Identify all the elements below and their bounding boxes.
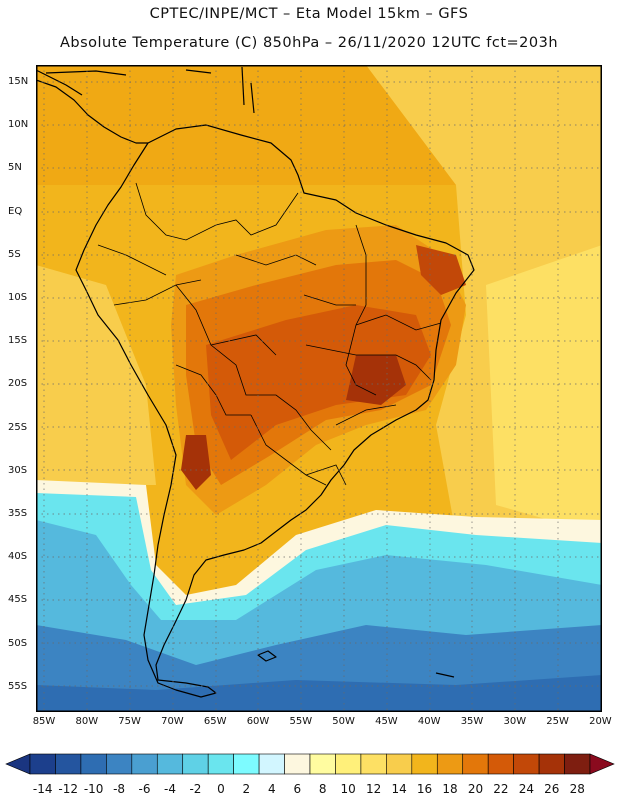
lat-label: 15S xyxy=(8,335,28,347)
colorbar-label: 22 xyxy=(493,782,509,796)
colorbar-swatch xyxy=(309,753,336,775)
colorbar-swatch xyxy=(462,753,489,775)
map-frame xyxy=(36,65,602,712)
colorbar-label: 6 xyxy=(293,782,302,796)
colorbar-label: 14 xyxy=(391,782,407,796)
lon-label: 75W xyxy=(118,716,141,727)
colorbar-label: -10 xyxy=(83,782,104,796)
colorbar-swatch xyxy=(513,753,540,775)
field-pacific xyxy=(36,265,156,485)
colorbar-over-arrow xyxy=(589,753,615,775)
colorbar-swatch xyxy=(156,753,184,775)
lon-label: 45W xyxy=(375,716,398,727)
colorbar-swatch xyxy=(335,753,362,775)
colorbar-label: -8 xyxy=(113,782,126,796)
lon-label: 60W xyxy=(246,716,270,727)
field-land-max-2 xyxy=(181,435,211,490)
lon-label: 30W xyxy=(503,716,527,727)
lat-label: 20S xyxy=(8,378,28,390)
colorbar-swatch xyxy=(436,753,464,775)
lon-label: 70W xyxy=(161,716,184,727)
field-land-max-3 xyxy=(416,245,466,295)
colorbar-label: 4 xyxy=(267,782,276,796)
lon-label: 85W xyxy=(32,716,56,727)
lon-label: 50W xyxy=(332,716,355,727)
lon-label: 80W xyxy=(75,716,99,727)
colorbar xyxy=(5,753,615,775)
field-atlantic-light xyxy=(486,245,602,535)
colorbar-label: 20 xyxy=(467,782,484,796)
field-land-max-1 xyxy=(346,355,406,405)
colorbar-label: 16 xyxy=(416,782,433,796)
lat-label: 55S xyxy=(8,680,28,692)
lat-label: 50S xyxy=(8,637,28,649)
lon-label: 55W xyxy=(289,716,313,727)
colorbar-swatch xyxy=(29,753,56,775)
map-title: CPTEC/INPE/MCT – Eta Model 15km – GFS xyxy=(149,6,469,22)
colorbar-label: -12 xyxy=(58,782,78,796)
colorbar-label: -4 xyxy=(164,782,176,796)
colorbar-label: 18 xyxy=(442,782,458,796)
colorbar-label: -14 xyxy=(32,782,53,796)
lat-label: 40S xyxy=(8,551,28,563)
colorbar-swatch xyxy=(284,753,311,775)
colorbar-swatch xyxy=(360,753,387,775)
lat-label: 10N xyxy=(8,119,29,131)
colorbar-label: -6 xyxy=(138,782,151,796)
colorbar-swatch xyxy=(538,753,565,775)
lat-label: 45S xyxy=(8,594,28,606)
lat-label: 15N xyxy=(8,76,29,87)
lat-label: 25S xyxy=(8,421,28,433)
field-land-hotter xyxy=(206,305,431,460)
lat-label: 10S xyxy=(8,292,28,303)
lon-label: 65W xyxy=(203,716,227,727)
colorbar-swatch xyxy=(55,753,82,775)
colorbar-label: 0 xyxy=(217,782,225,796)
lat-label: EQ xyxy=(8,205,23,217)
colorbar-swatch xyxy=(386,753,413,775)
colorbar-swatch xyxy=(564,753,591,775)
lon-label: 35W xyxy=(460,716,484,727)
colorbar-label: -2 xyxy=(189,782,202,796)
field-cold-4 xyxy=(36,675,602,712)
colorbar-under-arrow xyxy=(5,753,31,775)
lon-label: 20W xyxy=(589,716,612,727)
colorbar-label: 24 xyxy=(518,782,534,796)
colorbar-swatch xyxy=(207,753,234,775)
lat-label: 35S xyxy=(8,508,28,519)
colorbar-swatch xyxy=(258,753,285,775)
colorbar-swatch xyxy=(131,753,158,775)
colorbar-label: 12 xyxy=(365,782,382,796)
map-panel xyxy=(36,65,602,712)
coastlines xyxy=(36,66,475,698)
lon-label: 25W xyxy=(546,716,569,727)
map-subtitle: Absolute Temperature (C) 850hPa – 26/11/… xyxy=(59,35,559,51)
colorbar-label: 2 xyxy=(242,782,251,796)
colorbar-swatch xyxy=(106,753,133,775)
colorbar-label: 28 xyxy=(569,782,585,796)
colorbar-swatch xyxy=(233,753,260,775)
colorbar-label: 10 xyxy=(340,782,356,796)
temperature-map xyxy=(36,65,602,712)
colorbar-swatch xyxy=(411,753,438,775)
colorbar-swatch xyxy=(487,753,514,775)
colorbar-swatch xyxy=(80,753,107,775)
lat-label: 30S xyxy=(8,464,28,476)
lat-label: 5S xyxy=(8,248,21,260)
lon-label: 40W xyxy=(417,716,441,727)
lat-label: 5N xyxy=(8,162,22,174)
colorbar-label: 8 xyxy=(318,782,327,796)
colorbar-swatch xyxy=(182,753,209,775)
colorbar-label: 26 xyxy=(544,782,560,796)
